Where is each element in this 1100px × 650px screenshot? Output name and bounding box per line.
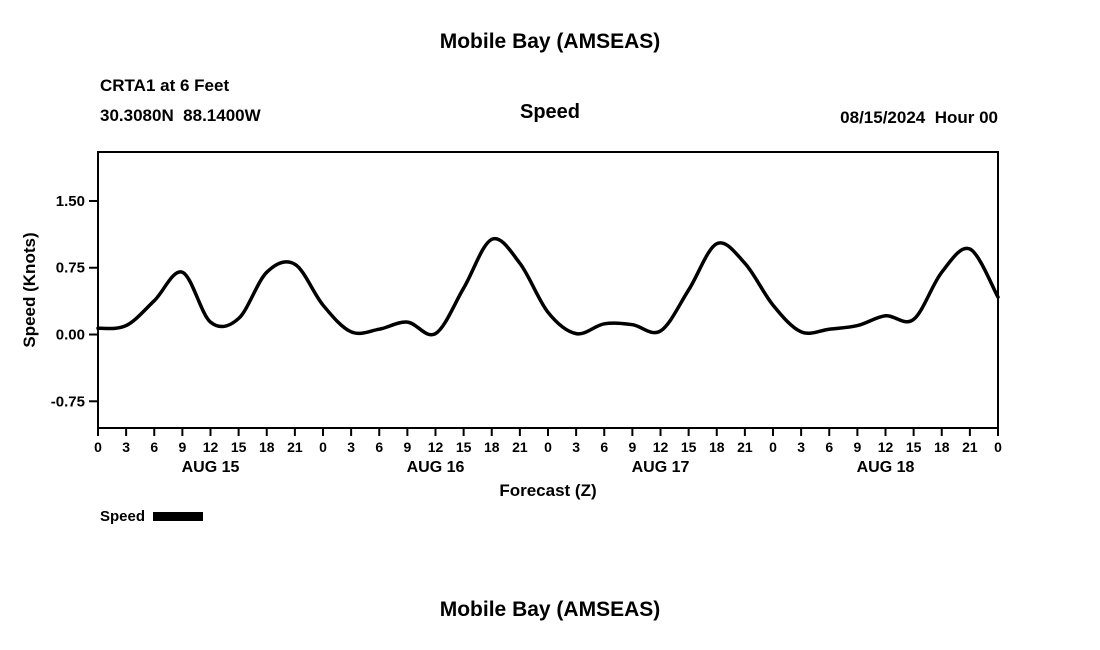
day-label: AUG 15 [182,459,240,476]
speed-series-line [96,236,1000,337]
x-tick-label: 6 [600,439,608,455]
x-tick-label: 3 [122,439,130,455]
x-tick-label: 21 [737,439,753,455]
day-label: AUG 18 [857,459,915,476]
x-tick-label: 18 [709,439,725,455]
x-tick-label: 9 [853,439,861,455]
chart-title: Mobile Bay (AMSEAS) [439,30,661,53]
x-tick-label: 15 [231,439,247,455]
panel-title: Speed [519,101,581,123]
x-tick-label: 0 [94,439,102,455]
x-tick-label: 12 [203,439,219,455]
x-axis-label: Forecast (Z) [499,481,597,500]
x-tick-label: 0 [544,439,552,455]
x-tick-label: 3 [572,439,580,455]
x-tick-label: 18 [934,439,950,455]
x-tick-label: 15 [906,439,922,455]
day-label: AUG 16 [407,459,465,476]
legend: Speed [100,508,204,525]
forecast-run-label: 08/15/2024 Hour 00 [840,108,998,127]
station-coordinates-label: 30.3080N 88.1400W [100,106,261,125]
x-tick-label: 21 [962,439,978,455]
x-tick-label: 18 [259,439,275,455]
y-tick-label: 1.50 [56,193,85,210]
x-tick-label: 0 [994,439,1002,455]
legend-line-swatch [153,512,204,521]
x-tick-label: 18 [484,439,500,455]
day-label: AUG 17 [632,459,690,476]
x-tick-label: 3 [797,439,805,455]
x-tick-label: 6 [150,439,158,455]
y-tick-label: 0.75 [56,260,85,277]
x-tick-label: 21 [512,439,528,455]
x-tick-label: 6 [375,439,383,455]
y-tick-label: -0.75 [51,393,85,410]
x-tick-label: 12 [878,439,894,455]
y-tick-label: 0.00 [56,327,85,344]
x-tick-label: 6 [825,439,833,455]
x-tick-label: 0 [769,439,777,455]
x-tick-label: 3 [347,439,355,455]
x-tick-label: 12 [428,439,444,455]
x-tick-label: 15 [681,439,697,455]
x-tick-label: 21 [287,439,303,455]
x-tick-label: 9 [628,439,636,455]
y-axis-label: Speed (Knots) [20,232,39,348]
x-tick-label: 9 [403,439,411,455]
station-name-label: CRTA1 at 6 Feet [100,76,230,95]
plot-border [97,151,999,429]
x-tick-label: 15 [456,439,472,455]
x-tick-label: 12 [653,439,669,455]
legend-label: Speed [100,508,146,525]
x-tick-label: 0 [319,439,327,455]
x-tick-label: 9 [178,439,186,455]
next-chart-title: Mobile Bay (AMSEAS) [439,598,661,621]
